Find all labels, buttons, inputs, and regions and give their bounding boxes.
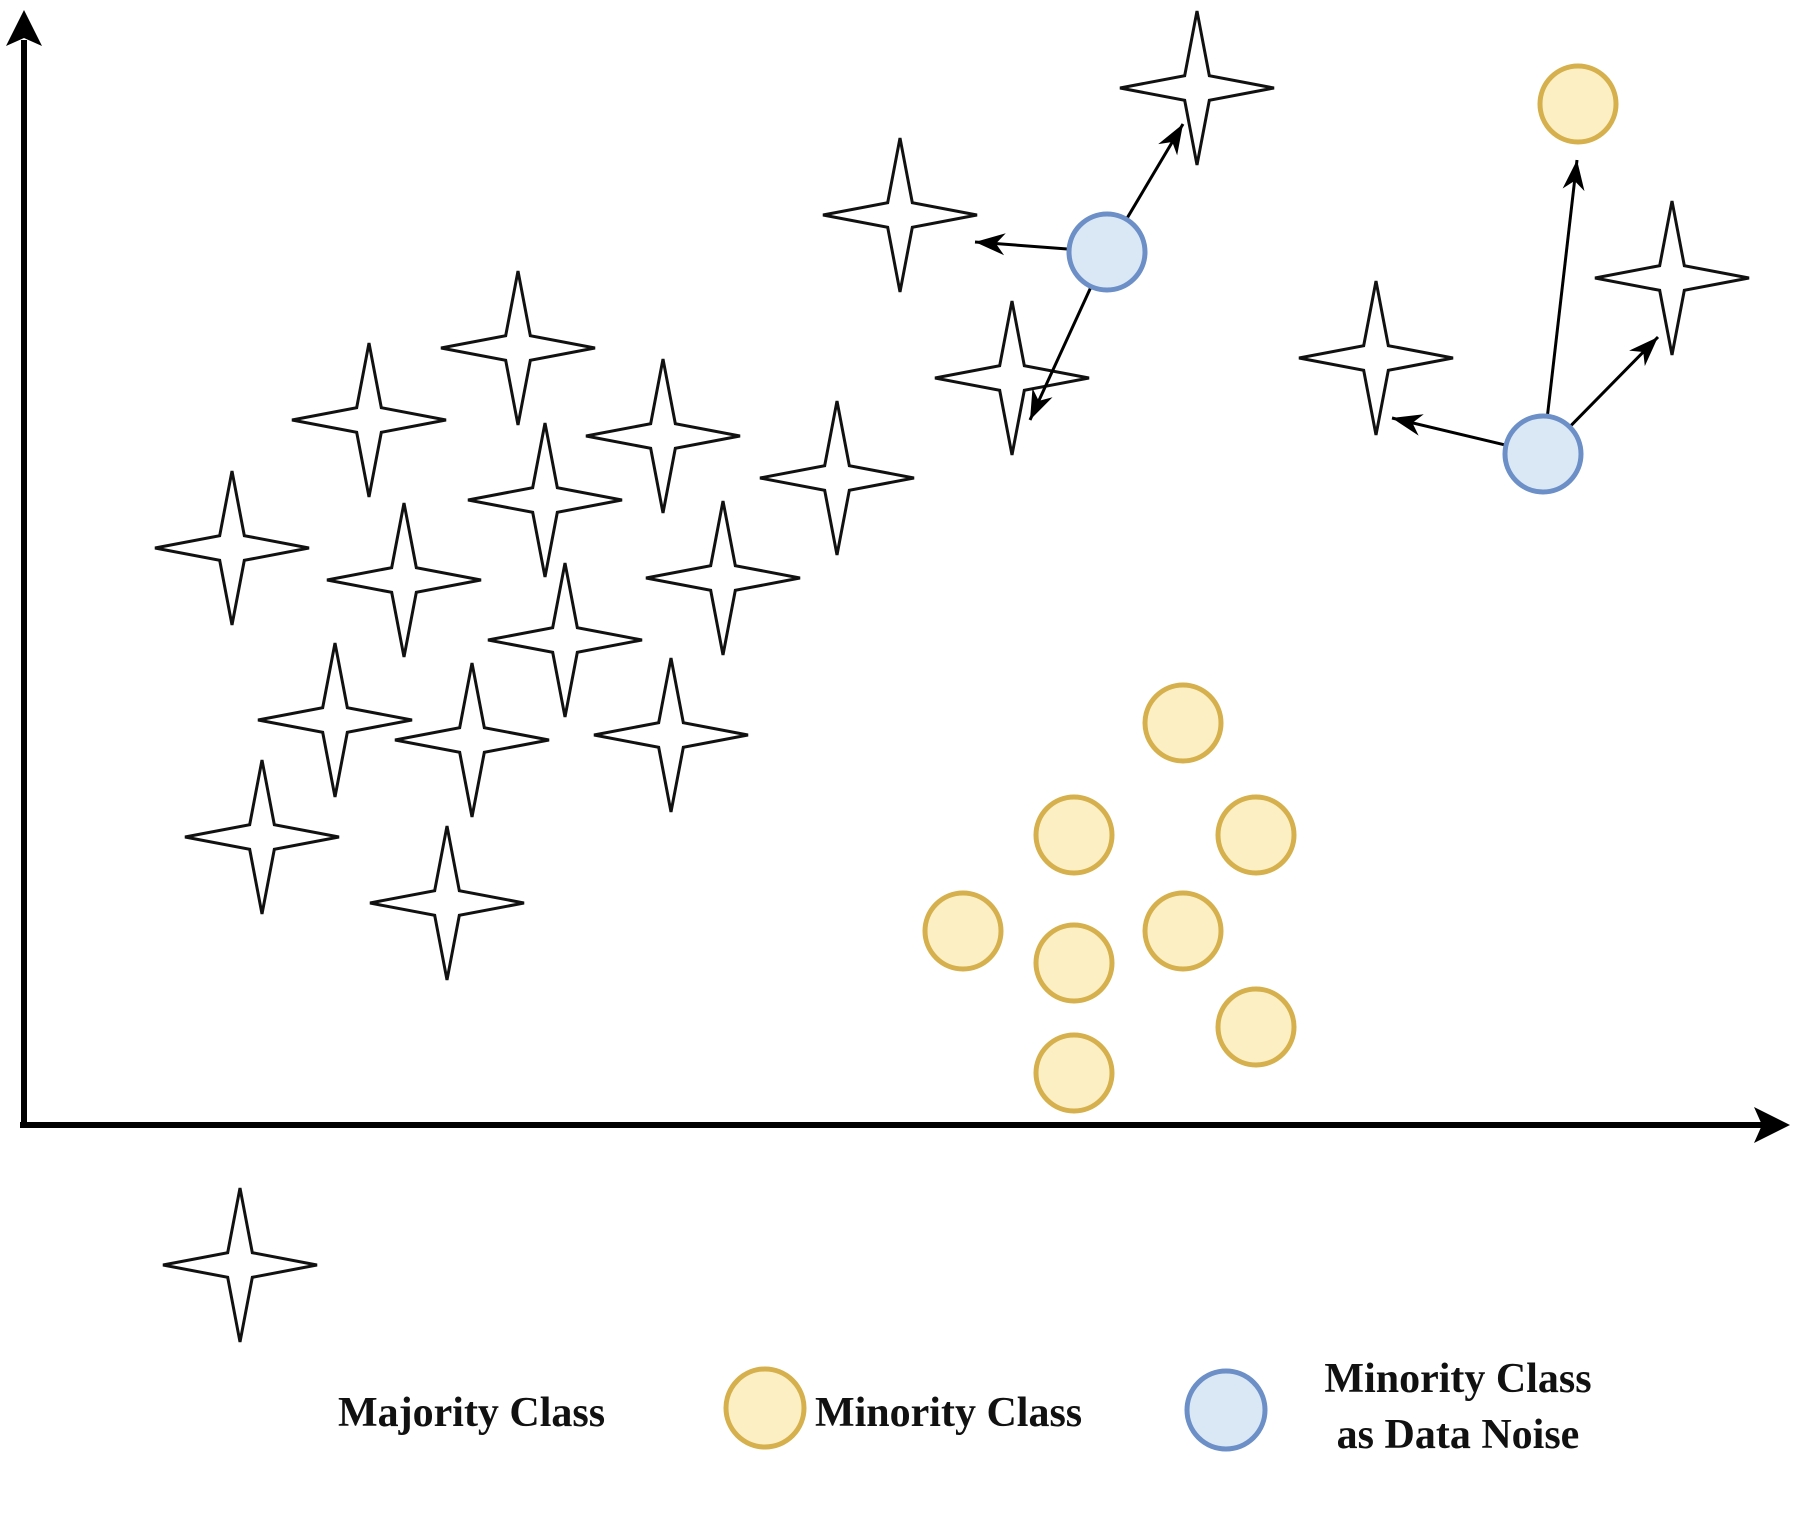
majority-class-star-icon	[487, 562, 643, 718]
minority-class-points	[922, 63, 1619, 1114]
legend-noise-label-line2: as Data Noise	[1337, 1412, 1580, 1458]
majority-class-star-icon	[1119, 10, 1275, 166]
axes	[6, 10, 1790, 1143]
majority-class-star-icon	[369, 825, 525, 981]
minority-class-circle	[1142, 890, 1224, 972]
majority-class-star-icon	[467, 422, 623, 578]
neighbor-arrowhead	[1158, 124, 1183, 156]
legend-minority-label: Minority Class	[815, 1390, 1082, 1436]
majority-class-star-icon	[1594, 200, 1750, 356]
legend-noise-circle-icon	[1184, 1368, 1268, 1452]
neighbor-arrows	[974, 123, 1660, 447]
x-axis-arrowhead	[1754, 1107, 1790, 1143]
majority-class-star-icon	[184, 759, 340, 915]
minority-class-circle	[1033, 794, 1115, 876]
majority-class-star-icon	[1298, 280, 1454, 436]
neighbor-arrow-line	[1568, 335, 1660, 428]
noise-points	[1066, 211, 1584, 495]
legend-noise-label-line1: Minority Class	[1324, 1356, 1591, 1402]
majority-class-star-icon	[759, 400, 915, 556]
minority-class-circle	[1033, 1032, 1115, 1114]
neighbor-arrowhead	[975, 233, 1006, 256]
y-axis-arrowhead	[6, 10, 42, 46]
majority-class-star-icon	[934, 300, 1090, 456]
legend-majority-star-shape	[162, 1187, 318, 1343]
majority-class-star-icon	[394, 662, 550, 818]
majority-class-star-icon	[440, 270, 596, 426]
minority-class-circle	[922, 890, 1004, 972]
majority-class-star-icon	[822, 137, 978, 293]
legend-majority-star-icon	[162, 1187, 318, 1343]
minority-class-circle	[1537, 63, 1619, 145]
minority-class-circle	[1215, 986, 1297, 1068]
neighbor-arrowhead	[1629, 337, 1658, 367]
neighbor-arrow-line	[1028, 285, 1093, 421]
legend: Majority Class Minority Class Minority C…	[162, 1187, 1592, 1458]
majority-class-star-icon	[585, 358, 741, 514]
minority-class-circle	[1215, 794, 1297, 876]
minority-class-circle	[1033, 922, 1115, 1004]
majority-class-star-icon	[326, 502, 482, 658]
neighbor-arrowhead	[1392, 414, 1424, 436]
neighbor-arrow-line	[1545, 159, 1579, 417]
legend-majority-label: Majority Class	[338, 1390, 605, 1436]
noise-circle	[1066, 211, 1148, 293]
noise-circle	[1502, 413, 1584, 495]
majority-class-star-icon	[593, 657, 749, 813]
majority-class-star-icon	[291, 342, 447, 498]
majority-class-star-icon	[154, 470, 310, 626]
minority-class-circle	[1142, 682, 1224, 764]
majority-class-star-icon	[645, 500, 801, 656]
neighbor-arrowhead	[1030, 388, 1053, 420]
neighbor-arrowhead	[1562, 160, 1585, 192]
majority-class-stars	[154, 10, 1750, 981]
legend-minority-circle-icon	[723, 1366, 807, 1450]
majority-class-star-icon	[257, 642, 413, 798]
